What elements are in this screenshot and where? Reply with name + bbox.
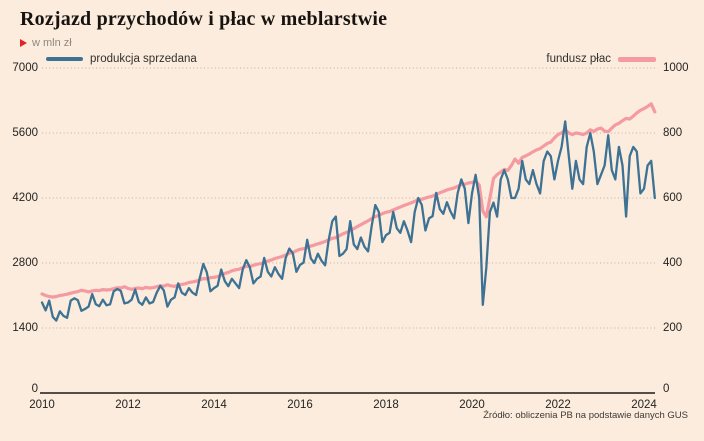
chart-title: Rozjazd przychodów i płac w meblarstwie: [20, 8, 388, 30]
bullet-triangle-icon: [20, 39, 27, 47]
unit-label: w mln zł: [32, 37, 72, 49]
legend-swatch-fundusz-icon: [618, 56, 656, 62]
source-note: Źródło: obliczenia PB na podstawie danyc…: [483, 410, 688, 421]
series-line-produkcja-sprzedana: [40, 120, 656, 322]
legend-label-fundusz: fundusz płac: [546, 53, 611, 65]
unit-row: w mln zł: [20, 36, 72, 50]
legend-swatch-produkcja-icon: [46, 56, 83, 62]
legend-label-produkcja: produkcja sprzedana: [90, 53, 197, 65]
legend-item-produkcja: produkcja sprzedana: [46, 53, 197, 65]
legend-item-fundusz: fundusz płac: [546, 53, 656, 65]
